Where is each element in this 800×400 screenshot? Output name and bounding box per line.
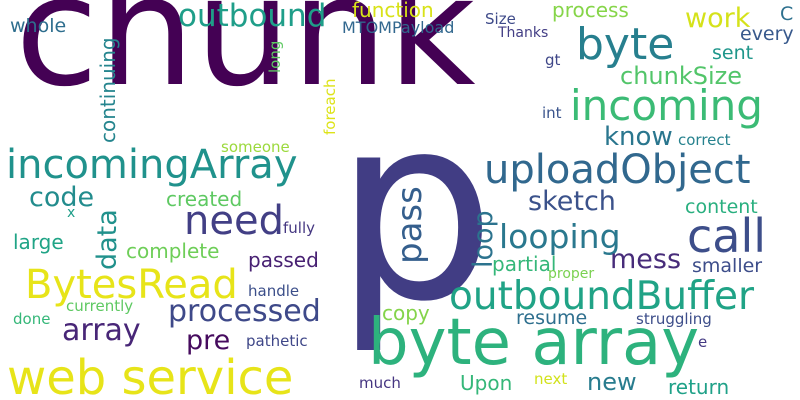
word-fully: fully bbox=[283, 219, 315, 237]
word-sent: sent bbox=[712, 42, 754, 64]
word-gt: gt bbox=[545, 51, 561, 69]
word-currently: currently bbox=[66, 297, 134, 315]
word-smaller: smaller bbox=[692, 255, 763, 277]
word-size: Size bbox=[485, 10, 516, 28]
word-pass: pass bbox=[390, 186, 430, 264]
word-x: x bbox=[67, 205, 76, 221]
word-c: C bbox=[780, 3, 794, 25]
word-resume: resume bbox=[516, 307, 588, 329]
word-large: large bbox=[13, 230, 64, 254]
word-someone: someone bbox=[221, 138, 290, 156]
word-correct: correct bbox=[678, 131, 731, 149]
word-upon: Upon bbox=[460, 371, 513, 395]
word-done: done bbox=[13, 310, 51, 328]
word-mess: mess bbox=[610, 244, 682, 275]
word-continuing: continuing bbox=[96, 37, 120, 143]
word-new: new bbox=[587, 368, 637, 396]
word-e: e bbox=[698, 333, 708, 351]
word-copy: copy bbox=[382, 301, 430, 325]
word-process: process bbox=[552, 0, 629, 22]
word-sketch: sketch bbox=[528, 186, 616, 217]
word-call: call bbox=[687, 209, 767, 263]
word-partial: partial bbox=[492, 252, 557, 276]
word-need: need bbox=[184, 198, 284, 244]
word-chunk: chunk bbox=[15, 0, 476, 120]
word-byte-array: byte array bbox=[368, 306, 700, 380]
word-content: content bbox=[685, 196, 758, 218]
word-handle: handle bbox=[248, 282, 300, 300]
word-return: return bbox=[668, 375, 730, 399]
word-uploadobject: uploadObject bbox=[484, 147, 751, 193]
word-function: function bbox=[352, 0, 434, 22]
word-long: long bbox=[266, 40, 284, 73]
word-bytesread: BytesRead bbox=[25, 262, 238, 308]
word-pre: pre bbox=[186, 325, 231, 356]
word-int: int bbox=[542, 104, 562, 122]
word-know: know bbox=[604, 122, 673, 152]
word-complete: complete bbox=[126, 239, 220, 263]
word-passed: passed bbox=[248, 248, 319, 272]
word-incoming: incoming bbox=[570, 81, 763, 130]
word-proper: proper bbox=[548, 266, 595, 282]
word-pathetic: pathetic bbox=[246, 332, 308, 350]
word-created: created bbox=[166, 187, 243, 211]
word-next: next bbox=[534, 370, 568, 388]
word-outbound: outbound bbox=[178, 0, 327, 34]
word-every: every bbox=[740, 23, 794, 45]
word-outboundbuffer: outboundBuffer bbox=[449, 274, 755, 319]
word-array: array bbox=[62, 313, 141, 348]
word-byte: byte bbox=[576, 19, 675, 70]
word-mtompayload: MTOMPayload bbox=[342, 18, 455, 37]
word-struggling: struggling bbox=[636, 310, 712, 328]
word-code: code bbox=[29, 182, 95, 213]
word-incomingarray: incomingArray bbox=[6, 142, 298, 188]
word-data: data bbox=[92, 209, 123, 270]
word-processed: processed bbox=[168, 294, 321, 329]
word-whole: whole bbox=[10, 15, 67, 37]
word-much: much bbox=[359, 374, 401, 392]
word-web-service: web service bbox=[7, 350, 294, 400]
word-chunksize: chunkSize bbox=[620, 62, 742, 90]
word-foreach: foreach bbox=[321, 78, 339, 135]
word-looping: looping bbox=[499, 217, 621, 256]
word-thanks: Thanks bbox=[498, 25, 549, 41]
word-p: p bbox=[334, 61, 496, 358]
word-work: work bbox=[685, 3, 751, 34]
